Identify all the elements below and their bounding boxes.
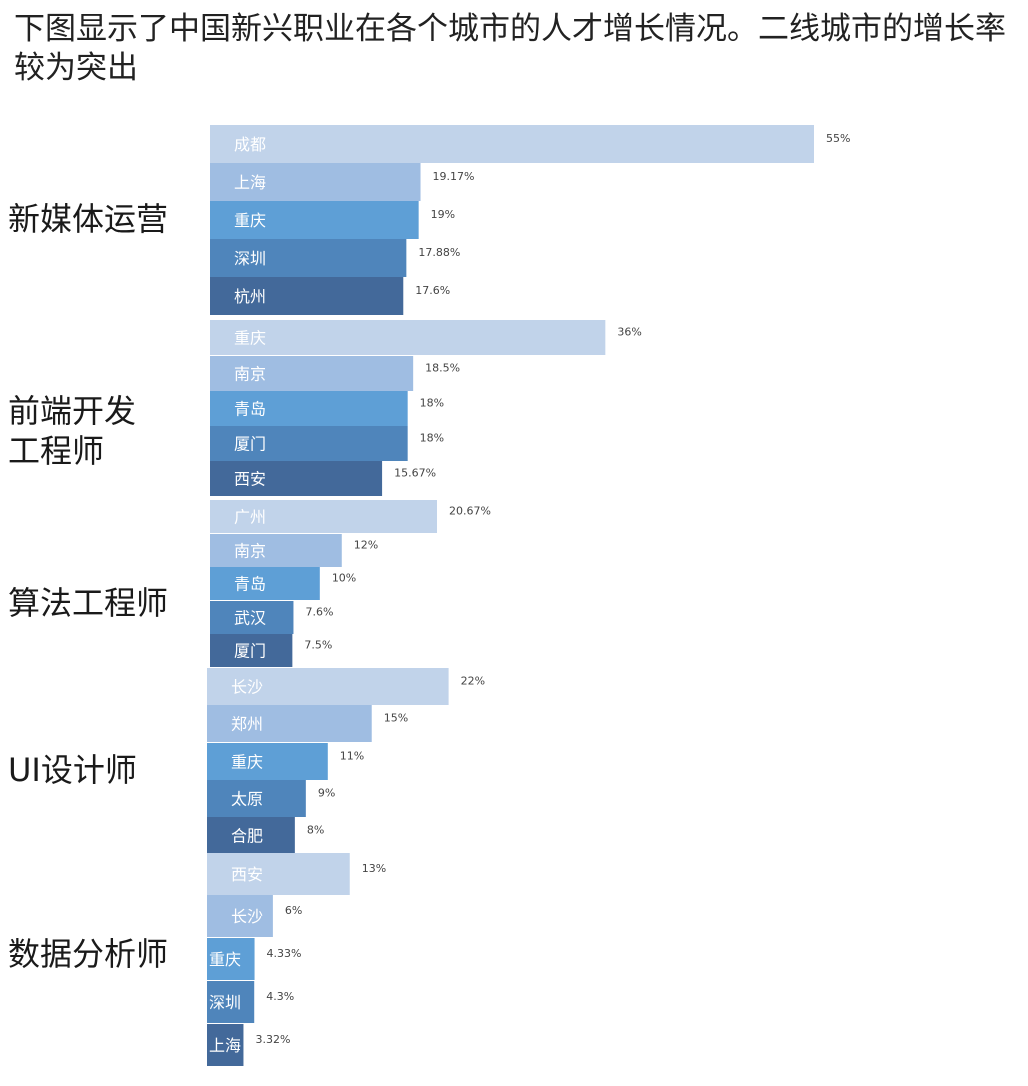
bar-city-label: 广州	[234, 508, 266, 527]
category-label: 前端开发	[8, 392, 136, 430]
category-label: 算法工程师	[8, 584, 168, 622]
data-label: 7.5%	[304, 639, 332, 652]
bar	[210, 201, 419, 239]
data-label: 17.88%	[418, 246, 460, 259]
bar	[210, 534, 342, 567]
data-label: 20.67%	[449, 505, 491, 518]
bar-city-label: 南京	[234, 542, 266, 561]
data-label: 4.3%	[266, 990, 294, 1003]
bar	[207, 817, 295, 854]
bar-city-label: 成都	[234, 135, 266, 154]
data-label: 15%	[384, 712, 408, 725]
data-label: 10%	[332, 572, 356, 585]
bar-city-label: 郑州	[231, 715, 263, 734]
bar-city-label: 上海	[234, 173, 266, 192]
bar-city-label: 重庆	[234, 329, 266, 348]
data-label: 18%	[420, 397, 444, 410]
bar-city-label: 重庆	[234, 211, 266, 230]
bar	[207, 705, 372, 742]
data-label: 55%	[826, 132, 850, 145]
bar	[207, 895, 273, 937]
data-label: 18%	[420, 432, 444, 445]
bar-city-label: 重庆	[231, 753, 263, 772]
bar-city-label: 青岛	[234, 575, 266, 594]
category-label: 新媒体运营	[8, 200, 168, 238]
data-label: 18.5%	[425, 362, 460, 375]
data-label: 7.6%	[305, 606, 333, 619]
bar-city-label: 太原	[231, 790, 263, 809]
bar	[210, 125, 814, 163]
data-label: 13%	[362, 862, 386, 875]
bar	[210, 601, 294, 634]
bar-city-label: 厦门	[234, 642, 266, 661]
data-label: 4.33%	[267, 947, 302, 960]
bar	[210, 239, 407, 277]
bar	[210, 634, 293, 667]
bar-city-label: 青岛	[234, 400, 266, 419]
category-label: 数据分析师	[8, 935, 168, 973]
bar-city-label: 武汉	[234, 609, 266, 628]
data-label: 19%	[431, 208, 455, 221]
bar-city-label: 合肥	[231, 827, 263, 846]
bar-city-label: 厦门	[234, 435, 266, 454]
bar	[207, 981, 255, 1023]
bar	[207, 780, 306, 817]
data-label: 17.6%	[415, 284, 450, 297]
category-label: UI设计师	[8, 751, 137, 789]
bar-city-label: 西安	[231, 865, 263, 884]
bar-city-label: 长沙	[231, 678, 263, 697]
bar	[210, 426, 408, 461]
bar	[210, 461, 383, 496]
bar	[207, 853, 350, 895]
data-label: 3.32%	[255, 1033, 290, 1046]
data-label: 8%	[307, 824, 324, 837]
data-label: 9%	[318, 787, 335, 800]
bar-city-label: 南京	[234, 365, 266, 384]
data-label: 15.67%	[394, 467, 436, 480]
page-title: 下图显示了中国新兴职业在各个城市的人才增长情况。二线城市的增长率较为突出	[14, 11, 1006, 86]
bar-city-label: 上海	[209, 1036, 241, 1055]
bar	[210, 500, 437, 533]
bar-city-label: 深圳	[234, 249, 266, 268]
bar	[210, 567, 320, 600]
data-label: 36%	[617, 326, 641, 339]
data-label: 22%	[461, 675, 485, 688]
bar	[210, 277, 404, 315]
bar	[210, 356, 414, 391]
bar	[207, 743, 328, 780]
bar	[210, 163, 421, 201]
bar	[210, 320, 606, 355]
data-label: 6%	[285, 904, 302, 917]
bar	[207, 1024, 244, 1066]
bar-city-label: 重庆	[209, 950, 241, 969]
bar-city-label: 深圳	[209, 993, 241, 1012]
bar-city-label: 杭州	[234, 287, 266, 306]
bar-city-label: 西安	[234, 470, 266, 489]
bar-city-label: 长沙	[231, 907, 263, 926]
category-label: 工程师	[8, 432, 104, 470]
bar	[207, 668, 449, 705]
data-label: 19.17%	[433, 170, 475, 183]
data-label: 12%	[354, 539, 378, 552]
bar	[210, 391, 408, 426]
data-label: 11%	[340, 750, 364, 763]
bar	[207, 938, 255, 980]
